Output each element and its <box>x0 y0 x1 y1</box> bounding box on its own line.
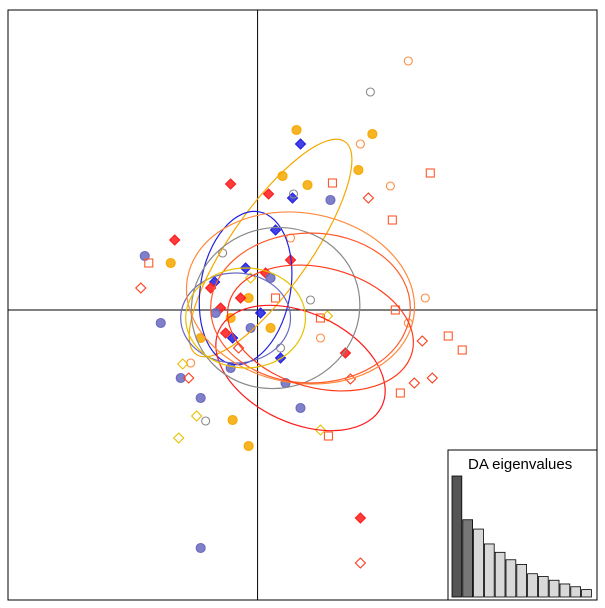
point <box>186 358 196 368</box>
eigenvalue-bar <box>483 543 495 598</box>
group-ellipse <box>185 211 416 385</box>
point <box>457 345 467 355</box>
point <box>315 333 326 343</box>
eigenvalue-bar <box>451 475 463 598</box>
eigenvalue-bar <box>473 528 484 598</box>
group-ellipse <box>198 210 293 366</box>
eigenvalue-bar <box>527 573 538 598</box>
point <box>176 358 189 370</box>
point <box>365 87 375 97</box>
plot-frame <box>7 9 598 601</box>
point <box>175 372 186 384</box>
point <box>224 178 237 190</box>
point <box>395 388 405 398</box>
point <box>426 372 439 384</box>
point <box>134 282 147 294</box>
group-ellipse <box>210 232 411 384</box>
point <box>210 307 221 319</box>
point <box>354 512 367 524</box>
point <box>182 372 195 384</box>
point <box>295 402 306 414</box>
eigenvalue-bar <box>494 551 506 598</box>
group-ellipse <box>188 138 353 358</box>
point <box>277 170 288 182</box>
point <box>195 392 206 404</box>
point <box>294 138 307 150</box>
point <box>262 188 275 200</box>
point <box>190 410 203 422</box>
point <box>325 194 336 206</box>
point <box>416 335 429 347</box>
point <box>291 124 302 136</box>
point <box>314 424 327 436</box>
point <box>265 322 276 334</box>
point <box>302 179 313 191</box>
point <box>269 224 282 236</box>
point <box>265 272 276 284</box>
point <box>339 347 352 359</box>
eigenvalue-bar <box>538 576 549 598</box>
eigenvalue-bar <box>570 586 581 598</box>
point <box>403 56 413 66</box>
point <box>234 292 247 304</box>
scatter-layer <box>8 10 597 600</box>
point <box>390 305 400 315</box>
point <box>275 343 286 353</box>
point <box>353 164 364 176</box>
point <box>305 295 316 305</box>
point <box>244 272 257 284</box>
point <box>420 293 430 303</box>
point <box>327 178 337 188</box>
point <box>354 557 367 569</box>
point <box>362 192 375 204</box>
group-ellipse <box>226 264 414 392</box>
point <box>226 332 239 344</box>
eigenvalue-bar <box>559 583 571 598</box>
eigenvalue-bar <box>462 519 473 598</box>
point <box>367 128 378 140</box>
point <box>144 258 154 268</box>
inset-title: DA eigenvalues <box>468 456 572 473</box>
point <box>425 168 435 178</box>
eigenvalue-bar <box>581 589 592 598</box>
point <box>227 414 238 426</box>
point <box>443 331 453 341</box>
point <box>323 431 334 441</box>
point <box>172 432 185 444</box>
point <box>195 542 206 554</box>
point <box>155 317 166 329</box>
point <box>321 310 334 322</box>
point <box>168 234 181 246</box>
point <box>219 327 232 339</box>
group-ellipse <box>185 267 307 369</box>
point <box>232 342 245 354</box>
point <box>288 189 299 199</box>
point <box>408 377 421 389</box>
eigenvalue-bar <box>505 559 517 598</box>
point <box>355 139 365 149</box>
point <box>243 440 254 452</box>
eigenvalue-bar <box>548 579 560 598</box>
eigenvalue-inset: DA eigenvalues <box>447 449 598 601</box>
point <box>165 257 176 269</box>
point <box>385 181 395 191</box>
point <box>201 416 211 426</box>
point <box>254 307 267 319</box>
point <box>270 293 281 303</box>
group-ellipse <box>215 304 386 432</box>
point <box>387 215 397 225</box>
eigenvalue-bar <box>516 564 527 598</box>
